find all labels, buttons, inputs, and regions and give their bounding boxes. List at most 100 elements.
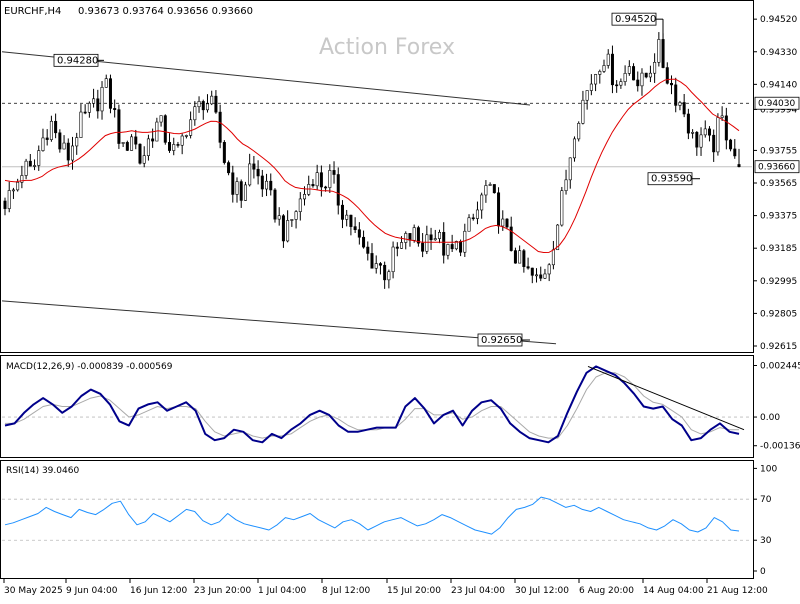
- candle-body: [62, 142, 66, 150]
- candle-body: [648, 72, 652, 78]
- candle-body: [243, 184, 247, 201]
- candle-body: [75, 137, 79, 147]
- candle-body: [315, 172, 319, 187]
- candle-body: [509, 226, 513, 251]
- price-ytick-label: 0.93994: [760, 105, 797, 115]
- macd-panel-frame: [0, 355, 754, 458]
- candle-body: [134, 136, 138, 145]
- candle-body: [653, 62, 657, 74]
- xtick-label: 1 Jul 04:00: [258, 586, 307, 596]
- candle-body: [349, 214, 353, 227]
- price-label-text: 0.94520: [615, 14, 656, 25]
- candle-body: [682, 102, 686, 115]
- candle-body: [138, 143, 142, 164]
- candle-body: [180, 135, 184, 146]
- candle-body: [543, 273, 547, 279]
- candle-body: [96, 98, 100, 112]
- candle-body: [429, 234, 433, 241]
- candle-body: [87, 102, 91, 113]
- candle-body: [530, 267, 534, 276]
- candle-body: [433, 238, 437, 241]
- candle-body: [437, 232, 441, 239]
- candle-body: [691, 132, 695, 134]
- price-ytick-label: 0.93755: [760, 146, 797, 156]
- candle-body: [113, 108, 117, 110]
- candle-body: [733, 148, 737, 157]
- candle-body: [37, 150, 41, 166]
- channel-lower-trendline: [1, 300, 557, 345]
- macd-line: [4, 365, 740, 444]
- candle-body: [197, 101, 201, 108]
- candle-body: [231, 172, 235, 195]
- xtick-label: 21 Aug 12:00: [707, 586, 768, 596]
- candle-body: [513, 250, 517, 264]
- candle-body: [235, 181, 239, 195]
- candle-body: [374, 263, 378, 269]
- candle-body: [674, 84, 678, 106]
- candle-body: [720, 115, 724, 118]
- rsi-ytick-label: 70: [760, 495, 772, 505]
- candle-body: [585, 90, 589, 101]
- candle-body: [108, 78, 112, 109]
- price-panel-frame: [0, 0, 754, 353]
- moving-average-line: [4, 78, 740, 254]
- xtick-label: 14 Aug 04:00: [643, 586, 704, 596]
- candle-body: [471, 217, 475, 220]
- xtick-label: 6 Aug 20:00: [579, 586, 634, 596]
- candle-body: [222, 142, 226, 163]
- macd-ytick-label: 0.00: [760, 413, 780, 423]
- candle-body: [454, 241, 458, 250]
- price-ytick-label: 0.92615: [760, 342, 797, 352]
- candle-body: [201, 101, 205, 111]
- candle-body: [383, 264, 387, 281]
- candle-body: [210, 95, 214, 105]
- candle-body: [142, 155, 146, 164]
- candle-body: [400, 242, 404, 249]
- candle-body: [172, 144, 176, 151]
- candle-body: [497, 192, 501, 227]
- candle-body: [686, 113, 690, 134]
- macd-ytick-label: 0.002445: [760, 361, 800, 371]
- candle-body: [125, 142, 129, 151]
- candle-body: [66, 142, 70, 161]
- price-ytick-label: 0.93375: [760, 212, 797, 222]
- candle-body: [214, 95, 218, 113]
- macd-ytick-label: -0.00136: [760, 442, 800, 452]
- candle-body: [568, 157, 572, 181]
- candle-body: [3, 200, 7, 209]
- watermark: Action Forex: [319, 35, 455, 60]
- candle-body: [572, 138, 576, 159]
- candle-body: [632, 66, 636, 81]
- candle-body: [475, 209, 479, 219]
- candle-body: [189, 119, 193, 136]
- candle-body: [619, 81, 623, 86]
- candle-body: [695, 132, 699, 148]
- candle-body: [298, 198, 302, 212]
- xtick-label: 23 Jun 20:00: [194, 586, 251, 596]
- candle-body: [345, 214, 349, 220]
- candle-body: [269, 180, 273, 191]
- candle-body: [193, 106, 197, 121]
- candle-body: [661, 39, 665, 68]
- candle-body: [357, 229, 361, 238]
- candle-body: [227, 162, 231, 174]
- candle-body: [707, 128, 711, 136]
- xtick-label: 30 Jul 12:00: [515, 586, 569, 596]
- axis-price-box: [754, 160, 800, 174]
- candle-body: [615, 84, 619, 87]
- candle-body: [366, 246, 370, 254]
- candle-body: [205, 103, 209, 111]
- candle-body: [260, 175, 264, 190]
- xtick-label: 15 Jul 20:00: [387, 586, 441, 596]
- candle-body: [319, 172, 323, 188]
- candle-body: [594, 74, 598, 85]
- candle-body: [28, 160, 32, 167]
- candle-body: [657, 39, 661, 63]
- candle-body: [33, 165, 37, 167]
- price-label-text: 0.94280: [57, 55, 98, 66]
- candle-body: [130, 136, 134, 151]
- candle-body: [577, 123, 581, 140]
- macd-label: MACD(12,26,9) -0.000839 -0.000569: [6, 362, 173, 372]
